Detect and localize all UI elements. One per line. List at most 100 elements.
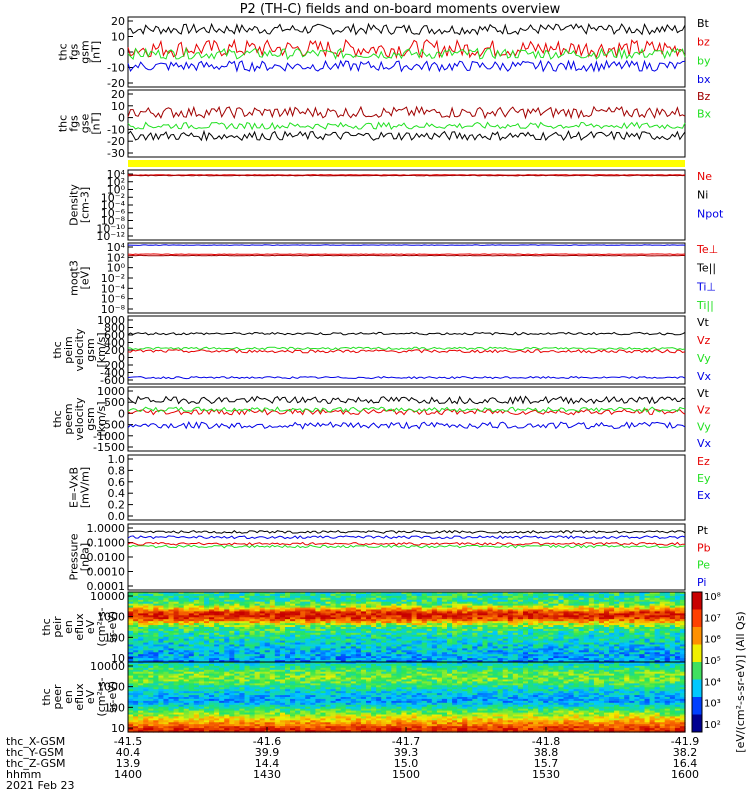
spectrogram-cell — [609, 617, 615, 620]
spectrogram-cell — [654, 658, 661, 661]
spectrogram-cell — [315, 654, 322, 657]
spectrogram-cell — [325, 669, 332, 673]
spectrogram-cell — [335, 605, 342, 609]
spectrogram-cell — [340, 642, 347, 646]
spectrogram-cell — [386, 625, 392, 628]
spectrogram-cell — [198, 638, 205, 642]
spectrogram-cell — [528, 646, 534, 649]
spectrogram-cell — [583, 640, 590, 644]
spectrogram-cell — [274, 656, 281, 659]
spectrogram-cell — [558, 630, 565, 634]
spectrogram-cell — [467, 634, 473, 638]
spectrogram-cell — [619, 609, 625, 612]
spectrogram-cell — [406, 669, 413, 673]
spectrogram-cell — [629, 613, 635, 616]
y-axis-label: peem — [62, 403, 75, 434]
spectrogram-cell — [244, 613, 251, 616]
spectrogram-cell — [188, 613, 195, 616]
spectrogram-cell — [431, 601, 438, 605]
spectrogram-cell — [219, 615, 225, 618]
y-tick-label: -200 — [100, 359, 125, 372]
series-line — [127, 46, 686, 61]
spectrogram-cell — [629, 658, 635, 661]
spectrogram-cell — [229, 660, 235, 663]
spectrogram-cell — [148, 644, 154, 647]
spectrogram-cell — [360, 675, 367, 679]
spectrogram-cell — [472, 611, 478, 614]
spectrogram-cell — [659, 619, 666, 622]
spectrogram-cell — [578, 617, 585, 620]
spectrogram-cell — [310, 627, 316, 630]
panel-8: 1.00000.10000.01000.00100.0001Pressure[n… — [68, 522, 711, 593]
spectrogram-cell — [396, 597, 403, 601]
spectrogram-cell — [148, 671, 154, 675]
spectrogram-cell — [568, 652, 575, 655]
spectrogram-cell — [482, 667, 489, 671]
spectrogram-cell — [502, 646, 509, 649]
spectrogram-cell — [229, 619, 235, 622]
spectrogram-cell — [664, 650, 671, 653]
spectrogram-cell — [315, 652, 322, 655]
spectrogram-cell — [290, 595, 296, 599]
spectrogram-cell — [604, 601, 610, 605]
spectrogram-cell — [290, 634, 296, 638]
spectrogram-cell — [239, 630, 246, 634]
spectrogram-cell — [578, 667, 585, 671]
spectrogram-cell — [634, 597, 641, 601]
spectrogram-cell — [178, 630, 185, 634]
y-axis-label: sr-eV) — [106, 611, 119, 643]
spectrogram-cell — [158, 648, 165, 651]
spectrogram-cell — [634, 611, 641, 614]
spectrogram-cell — [198, 593, 205, 597]
spectrogram-cell — [533, 628, 539, 632]
spectrogram-cell — [523, 665, 529, 669]
spectrogram-cell — [143, 652, 149, 655]
spectrogram-cell — [239, 644, 246, 647]
spectrogram-cell — [249, 658, 256, 661]
spectrogram-cell — [669, 656, 676, 659]
spectrogram-cell — [441, 644, 448, 647]
spectrogram-cell — [426, 638, 433, 642]
spectrogram-cell — [421, 592, 428, 595]
spectrogram-cell — [254, 619, 261, 622]
spectrogram-cell — [249, 605, 256, 609]
spectrogram-cell — [350, 658, 357, 661]
spectrogram-cell — [644, 601, 651, 605]
spectrogram-cell — [447, 605, 453, 609]
spectrogram-cell — [492, 611, 499, 614]
spectrogram-cell — [244, 592, 251, 595]
spectrogram-cell — [634, 617, 641, 620]
spectrogram-cell — [578, 644, 585, 647]
spectrogram-cell — [259, 617, 266, 620]
spectrogram-cell — [360, 673, 367, 677]
spectrogram-cell — [634, 632, 641, 636]
spectrogram-cell — [355, 621, 362, 624]
spectrogram-cell — [198, 660, 205, 663]
spectrogram-cell — [553, 660, 559, 663]
spectrogram-cell — [644, 644, 651, 647]
spectrogram-cell — [158, 605, 165, 609]
spectrogram-cell — [674, 607, 681, 611]
spectrogram-cell — [249, 656, 256, 659]
spectrogram-cell — [290, 673, 296, 677]
spectrogram-cell — [553, 667, 559, 671]
spectrogram-cell — [492, 669, 499, 673]
spectrogram-cell — [533, 644, 539, 647]
spectrogram-cell — [568, 669, 575, 673]
spectrogram-cell — [421, 665, 428, 669]
spectrogram-cell — [512, 671, 519, 675]
spectrogram-cell — [371, 628, 377, 632]
spectrogram-cell — [178, 621, 185, 624]
spectrogram-cell — [315, 595, 322, 599]
spectrogram-cell — [604, 599, 610, 603]
spectrogram-cell — [497, 644, 504, 647]
spectrogram-cell — [659, 658, 666, 661]
spectrogram-cell — [325, 630, 332, 634]
spectrogram-cell — [158, 593, 165, 597]
spectrogram-cell — [664, 644, 671, 647]
spectrogram-cell — [128, 609, 134, 612]
spectrogram-cell — [533, 638, 539, 642]
y-axis-label: thc — [57, 43, 70, 60]
spectrogram-cell — [634, 663, 641, 667]
spectrogram-cell — [426, 669, 433, 673]
